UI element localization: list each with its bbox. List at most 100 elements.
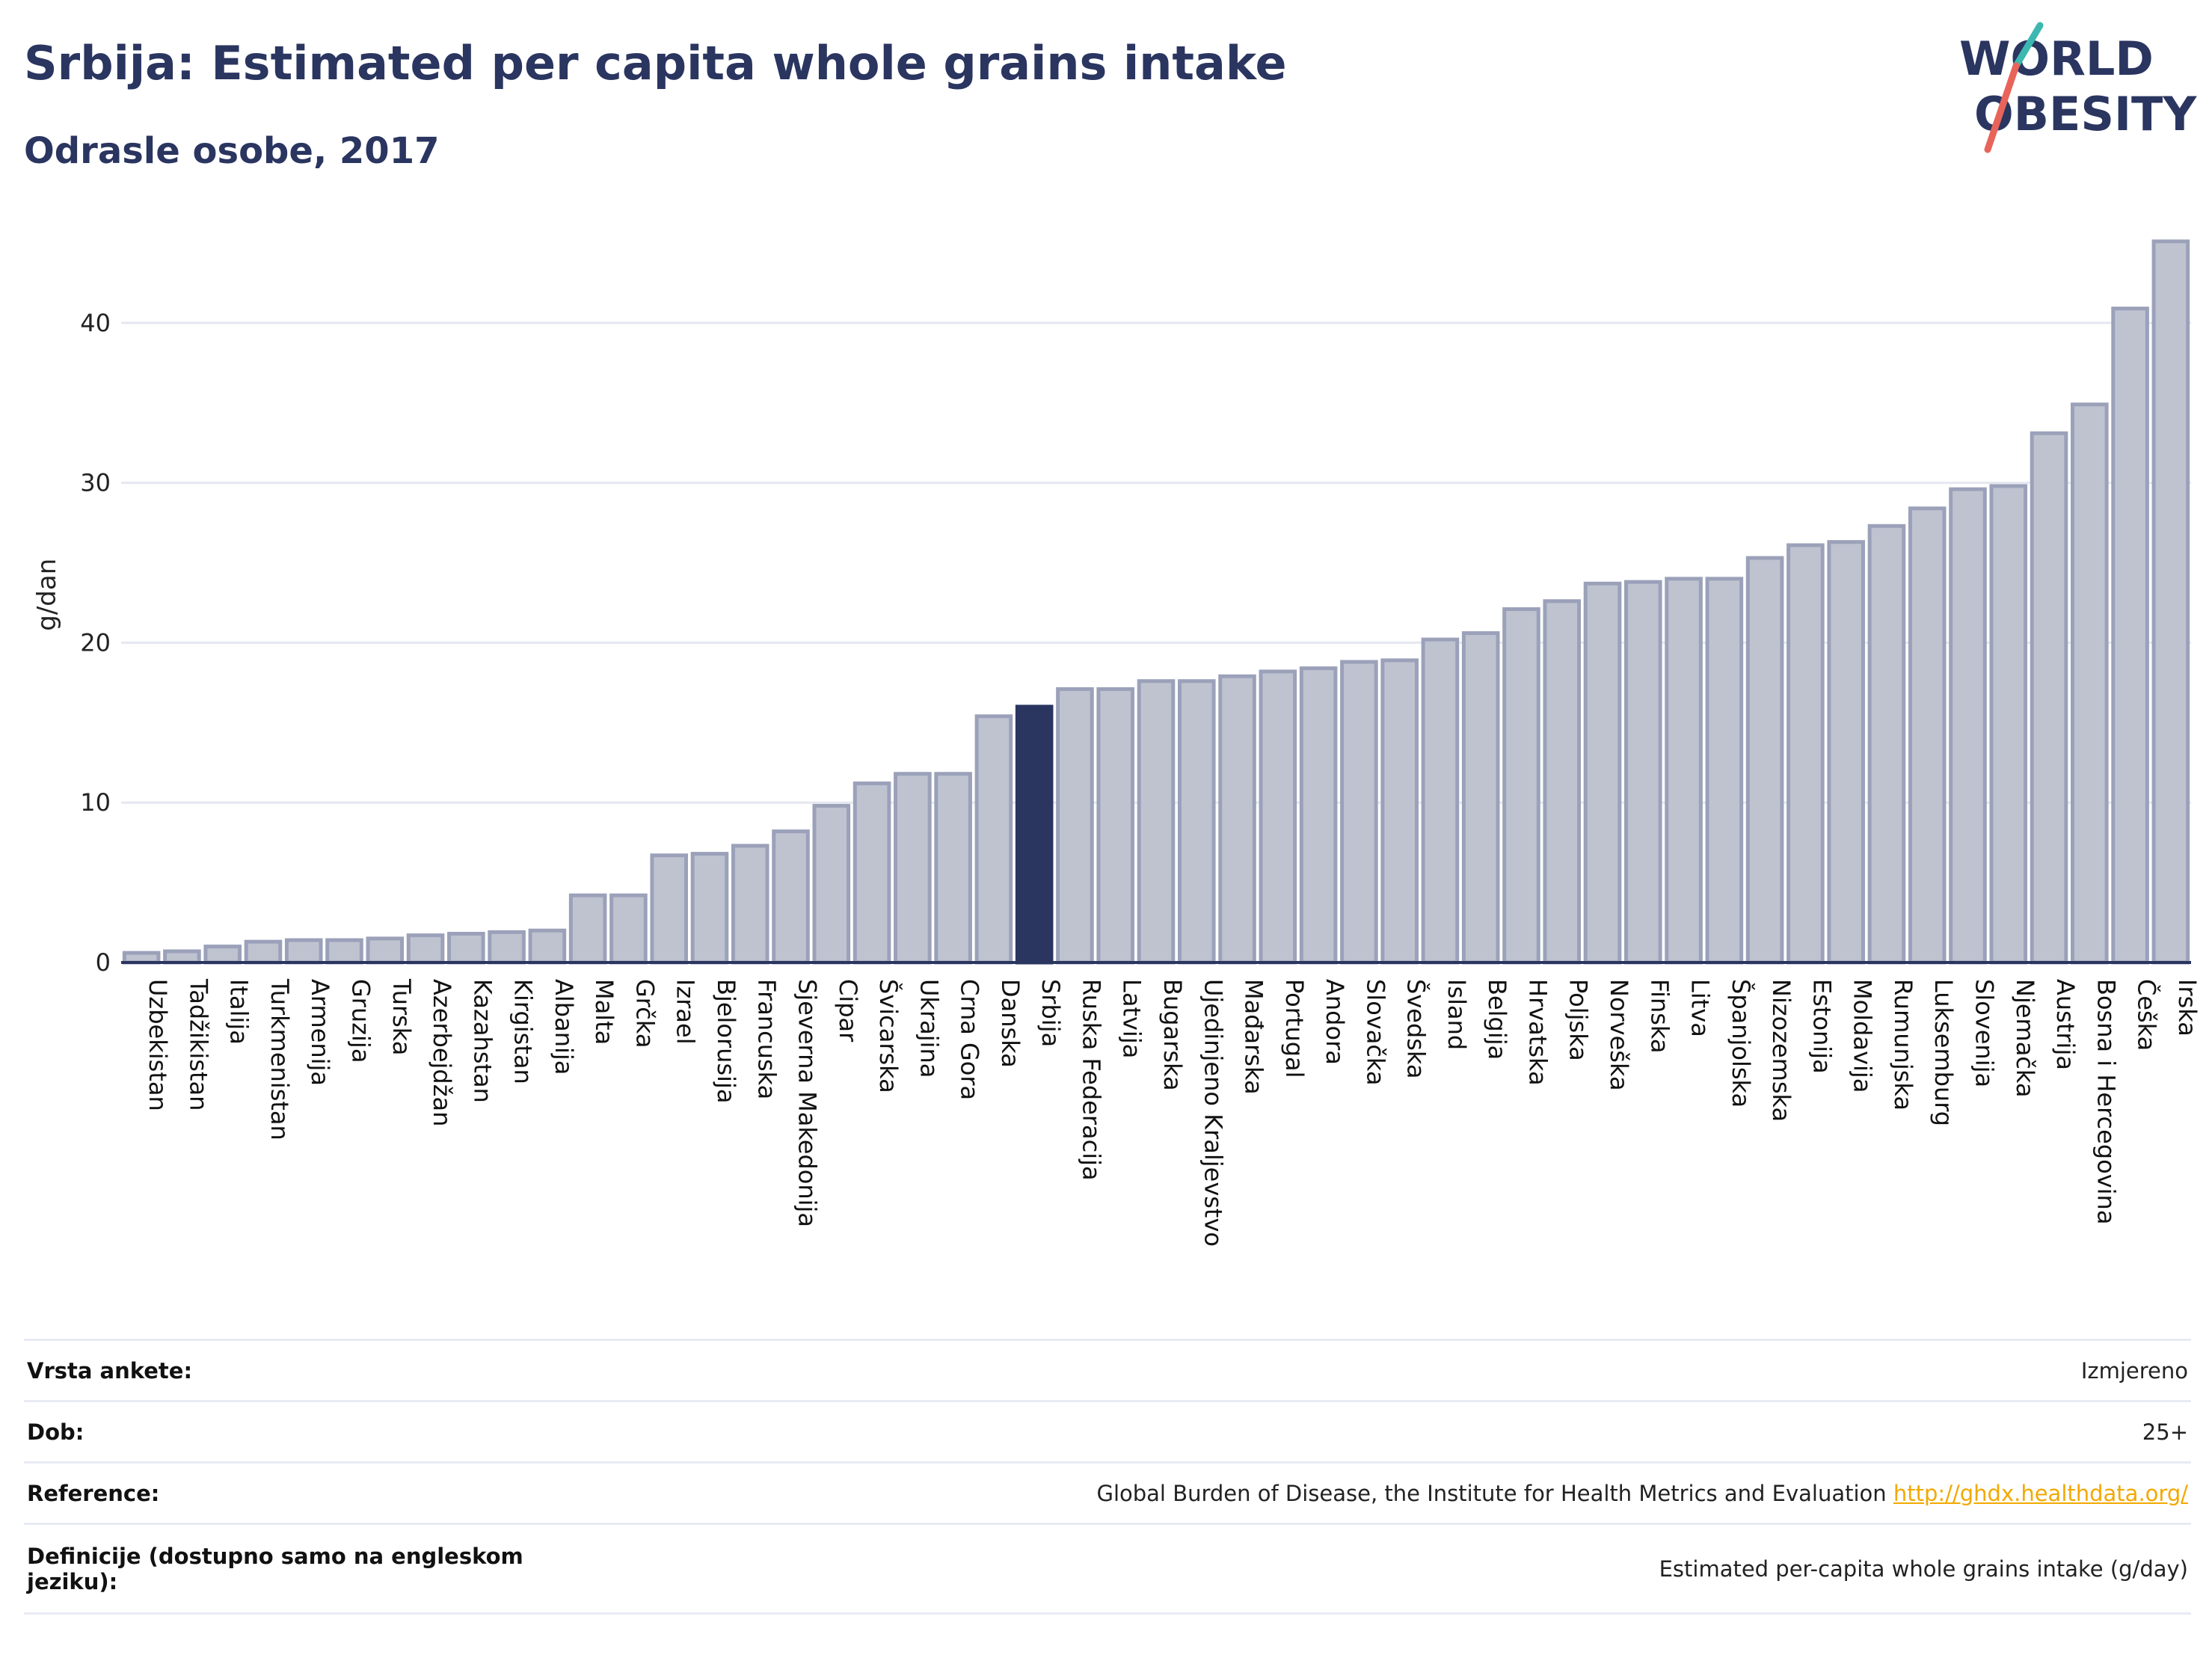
x-tick-label: Švedska	[1402, 979, 1431, 1079]
x-tick-label: Mađarska	[1240, 979, 1268, 1095]
x-tick-label: Estonija	[1807, 979, 1836, 1074]
bar	[852, 782, 891, 965]
bar-chart: 0 10 20 30 40 g/dan Uzbekistan Tadžikistan Itali…	[32, 239, 2202, 1247]
reference-text: Global Burden of Disease, the Institute …	[1096, 1480, 1887, 1506]
bar	[934, 772, 972, 965]
x-tick-label: Luksemburg	[1929, 979, 1958, 1126]
x-tick-label: Austrija	[2051, 979, 2080, 1070]
info-row-survey-type: Vrsta ankete: Izmjereno	[24, 1339, 2191, 1401]
bar	[1137, 679, 1176, 965]
x-tick-label: Poljska	[1564, 979, 1593, 1061]
x-tick-label: Belgija	[1483, 979, 1511, 1060]
bar	[1177, 679, 1216, 965]
x-tick-label: Portugal	[1280, 979, 1309, 1078]
bar	[690, 852, 729, 965]
bar	[1380, 658, 1419, 965]
x-tick-label: Bjelorusija	[712, 979, 740, 1104]
info-value: 25+	[568, 1400, 2191, 1463]
bar	[203, 945, 242, 965]
x-tick-label: Latvija	[1118, 979, 1146, 1058]
x-tick-label: Izrael	[672, 979, 700, 1045]
bar	[1218, 674, 1256, 965]
bar	[609, 893, 648, 965]
x-tick-label: Island	[1443, 979, 1471, 1050]
world-obesity-logo: WORLD OBESITY	[1959, 22, 2197, 153]
info-value-reference: Global Burden of Disease, the Institute …	[568, 1461, 2191, 1524]
x-tick-label: Finska	[1645, 979, 1674, 1054]
x-tick-label: Uzbekistan	[144, 979, 172, 1111]
x-tick-label: Albanija	[550, 979, 578, 1075]
x-tick-label: Moldavija	[1849, 979, 1877, 1093]
y-tick-label: 20	[80, 628, 111, 657]
info-value: Estimated per-capita whole grains intake…	[568, 1523, 2191, 1615]
y-tick-label: 0	[96, 948, 111, 977]
info-row-definitions: Definicije (dostupno samo na engleskom j…	[24, 1523, 2191, 1615]
x-tick-label: Sjeverna Makedonija	[793, 979, 822, 1227]
x-tick-label: Grčka	[630, 979, 659, 1048]
bar	[2111, 307, 2149, 965]
bar	[284, 938, 323, 965]
x-tick-label: Turkmenistan	[265, 978, 294, 1140]
x-tick-label: Norveška	[1605, 979, 1633, 1091]
logo-stroke-teal	[2012, 22, 2044, 70]
bar	[772, 829, 810, 965]
x-tick-label: Ruska Federacija	[1077, 979, 1105, 1181]
x-tick-label: Turska	[387, 978, 416, 1055]
bar	[488, 930, 526, 965]
x-tick-label: Azerbejdžan	[428, 979, 456, 1126]
x-tick-label: Crna Gora	[956, 979, 984, 1100]
bar	[366, 936, 405, 965]
info-row-age: Dob: 25+	[24, 1400, 2191, 1463]
bar	[2071, 402, 2109, 965]
bar	[974, 714, 1013, 965]
bar	[1056, 687, 1094, 965]
bar	[1340, 660, 1378, 965]
x-tick-label: Cipar	[834, 979, 862, 1043]
bar	[1665, 577, 1703, 965]
bar	[1259, 669, 1297, 965]
bar	[406, 933, 445, 965]
x-tick-label: Srbija	[1036, 979, 1065, 1047]
x-tick-label: Bosna i Hercegovina	[2092, 979, 2120, 1224]
x-tick-label: Slovenija	[1970, 979, 1998, 1087]
info-key: Vrsta ankete:	[24, 1339, 568, 1401]
x-tick-label: Litva	[1686, 979, 1715, 1037]
x-tick-label: Kazahstan	[468, 979, 497, 1103]
bar	[1908, 506, 1947, 965]
bar	[1949, 487, 1987, 965]
info-key: Dob:	[24, 1400, 568, 1463]
logo-text-obesity: OBESITY	[1974, 87, 2197, 141]
bar	[812, 803, 851, 965]
bar	[894, 772, 932, 965]
bar	[1705, 577, 1744, 965]
y-tick-label: 40	[80, 309, 111, 337]
page-title: Srbija: Estimated per capita whole grain…	[24, 36, 1287, 90]
bar	[244, 939, 283, 965]
bar	[1867, 523, 1906, 965]
bar	[731, 844, 769, 965]
info-table: Vrsta ankete: Izmjereno Dob: 25+ Referen…	[24, 1339, 2191, 1615]
info-key: Reference:	[24, 1461, 568, 1524]
bar	[1623, 580, 1662, 965]
bar	[1461, 631, 1500, 965]
x-tick-label: Andora	[1321, 979, 1349, 1065]
bar	[447, 932, 485, 965]
x-tick-label: Tadžikistan	[184, 978, 212, 1111]
x-tick-label: Rumunjska	[1889, 979, 1917, 1111]
logo-text-world: WORLD	[1959, 31, 2154, 86]
bar	[1096, 687, 1135, 965]
reference-link[interactable]: http://ghdx.healthdata.org/	[1893, 1480, 2188, 1506]
y-axis-label: g/dan	[32, 559, 62, 631]
page-subtitle: Odrasle osobe, 2017	[24, 130, 440, 172]
bar	[2151, 239, 2190, 965]
bar	[1299, 666, 1338, 965]
bar	[1502, 607, 1540, 965]
x-tick-label: Ukrajina	[915, 979, 943, 1078]
bar	[1745, 556, 1784, 965]
bar	[1583, 581, 1622, 965]
bar	[568, 893, 607, 965]
x-tick-label: Hrvatska	[1523, 979, 1552, 1086]
bar	[2030, 431, 2068, 965]
x-tick-label: Nizozemska	[1767, 979, 1795, 1122]
bar	[1421, 637, 1460, 965]
